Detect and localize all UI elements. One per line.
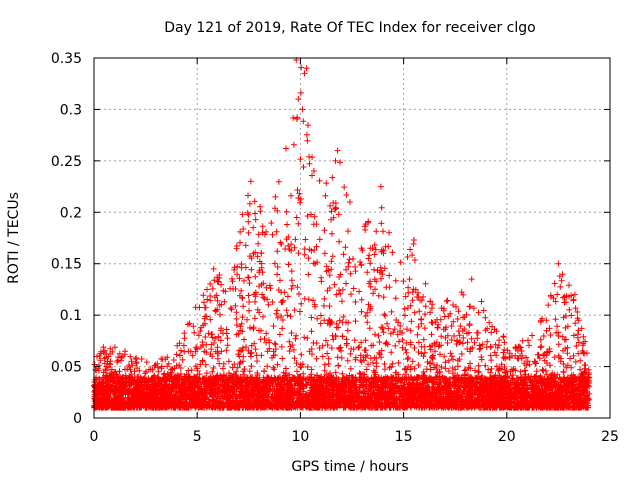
- y-tick-label: 0: [73, 411, 82, 427]
- y-tick-label: 0.1: [60, 308, 82, 324]
- y-tick-label: 0.35: [51, 51, 82, 67]
- roti-peak-point: [301, 70, 308, 77]
- roti-peak-point: [410, 237, 417, 244]
- tick-labels: 0 5 10 15 20 25 0 0.05 0.1 0.15 0.2 0.25 0.3 0.35: [51, 51, 619, 445]
- roti-peak-point: [299, 106, 306, 113]
- y-tick-label: 0.15: [51, 257, 82, 273]
- x-axis-label: GPS time / hours: [291, 459, 408, 475]
- roti-peak-point: [346, 199, 353, 205]
- roti-peak-point: [303, 65, 310, 72]
- roti-peak-point: [332, 157, 339, 164]
- roti-peak-point: [571, 291, 578, 298]
- x-tick-label: 25: [601, 429, 619, 445]
- chart-title: Day 121 of 2019, Rate Of TEC Index for r…: [164, 20, 535, 36]
- y-axis-label: ROTI / TECUs: [6, 192, 22, 284]
- roti-peak-point: [377, 183, 384, 190]
- data-points: [91, 57, 593, 411]
- grid-lines: [94, 58, 610, 418]
- axes: [93, 57, 611, 419]
- plot-border: [93, 57, 611, 419]
- roti-peak-point: [295, 96, 302, 103]
- roti-peak-point: [334, 147, 341, 154]
- x-tick-label: 15: [395, 429, 413, 445]
- x-tick-label: 20: [498, 429, 516, 445]
- y-tick-label: 0.2: [60, 205, 82, 221]
- y-tick-label: 0.3: [60, 102, 82, 118]
- roti-peak-point: [282, 145, 289, 152]
- roti-peak-point: [210, 265, 217, 272]
- roti-peak-point: [247, 178, 254, 185]
- roti-point-cloud: [91, 64, 593, 411]
- roti-peak-point: [555, 260, 562, 267]
- y-tick-label: 0.05: [51, 360, 82, 376]
- x-tick-label: 0: [90, 429, 99, 445]
- y-tick-label: 0.25: [51, 154, 82, 170]
- x-tick-label: 10: [291, 429, 309, 445]
- roti-peak-point: [239, 211, 246, 218]
- x-tick-label: 5: [193, 429, 202, 445]
- roti-peak-point: [468, 276, 475, 283]
